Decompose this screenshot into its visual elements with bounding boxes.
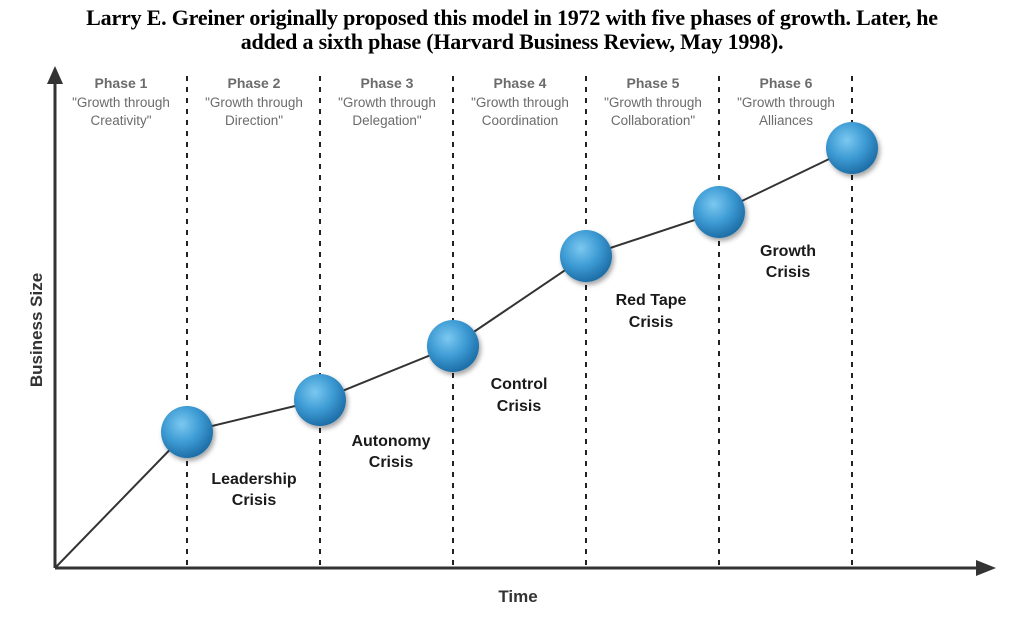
growth-node-4	[560, 230, 612, 282]
phase-6-line2: Alliances	[759, 113, 813, 128]
phase-1-header: Phase 1 "Growth through Creativity"	[72, 75, 170, 128]
phase-6-header: Phase 6 "Growth through Alliances	[737, 75, 835, 128]
phase-2-title: Phase 2	[228, 75, 281, 91]
phase-1-title: Phase 1	[95, 75, 148, 91]
caption-line-1: Larry E. Greiner originally proposed thi…	[86, 5, 938, 30]
phase-5-line2: Collaboration"	[611, 113, 696, 128]
phase-4-title: Phase 4	[494, 75, 547, 91]
y-axis-arrow	[47, 66, 63, 84]
phase-2-line2: Direction"	[225, 113, 283, 128]
growth-node-3	[427, 320, 479, 372]
phase-1-line2: Creativity"	[90, 113, 151, 128]
caption-line-2: added a sixth phase (Harvard Business Re…	[240, 29, 784, 54]
crisis-4-line2: Crisis	[629, 314, 674, 331]
crisis-5-line1: Growth	[760, 243, 816, 260]
phase-5-line1: "Growth through	[604, 95, 702, 110]
growth-node-6	[826, 122, 878, 174]
phase-6-line1: "Growth through	[737, 95, 835, 110]
x-axis-arrow	[976, 560, 996, 576]
crisis-control: Control Crisis	[491, 376, 548, 415]
crisis-2-line2: Crisis	[369, 454, 414, 471]
phase-3-line1: "Growth through	[338, 95, 436, 110]
crisis-leadership: Leadership Crisis	[211, 471, 297, 509]
phase-2-header: Phase 2 "Growth through Direction"	[205, 75, 303, 128]
phase-5-header: Phase 5 "Growth through Collaboration"	[604, 75, 702, 128]
x-axis-label: Time	[498, 587, 537, 606]
phase-3-line2: Delegation"	[352, 113, 422, 128]
figure-caption: Larry E. Greiner originally proposed thi…	[0, 6, 1024, 54]
phase-4-header: Phase 4 "Growth through Coordination	[471, 75, 569, 128]
phase-1-line1: "Growth through	[72, 95, 170, 110]
growth-node-2	[294, 374, 346, 426]
crisis-3-line2: Crisis	[497, 398, 542, 415]
crisis-4-line1: Red Tape	[616, 292, 687, 309]
crisis-1-line1: Leadership	[211, 471, 297, 488]
crisis-1-line2: Crisis	[232, 492, 277, 509]
crisis-red-tape: Red Tape Crisis	[616, 292, 687, 331]
growth-node-1	[161, 406, 213, 458]
growth-node-5	[693, 186, 745, 238]
phase-2-line1: "Growth through	[205, 95, 303, 110]
crisis-growth: Growth Crisis	[760, 243, 816, 281]
phase-3-header: Phase 3 "Growth through Delegation"	[338, 75, 436, 128]
crisis-2-line1: Autonomy	[351, 433, 430, 450]
phase-5-title: Phase 5	[627, 75, 680, 91]
phase-3-title: Phase 3	[361, 75, 414, 91]
y-axis-label: Business Size	[27, 273, 46, 387]
phase-4-line2: Coordination	[482, 113, 559, 128]
phase-4-line1: "Growth through	[471, 95, 569, 110]
crisis-autonomy: Autonomy Crisis	[351, 433, 430, 471]
crisis-3-line1: Control	[491, 376, 548, 393]
crisis-5-line2: Crisis	[766, 264, 811, 281]
phase-6-title: Phase 6	[760, 75, 813, 91]
